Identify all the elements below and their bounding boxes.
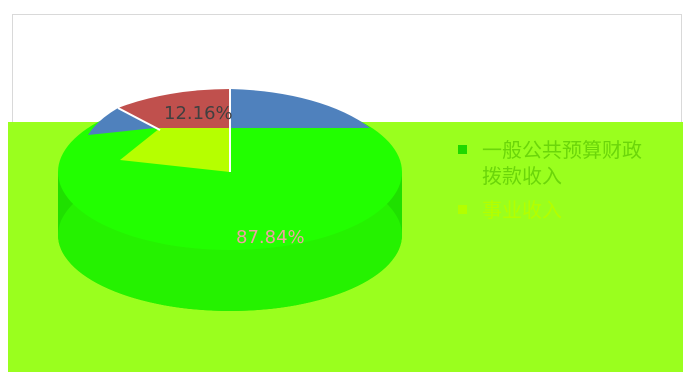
- legend-label: 一般公共预算财政 拨款收入: [482, 138, 642, 188]
- pie-slice-lime: [120, 128, 230, 172]
- pie-slice-blue: [230, 89, 370, 128]
- legend-item-fiscal: 一般公共预算财政 拨款收入: [456, 137, 676, 189]
- legend-item-business: 事业收入: [456, 197, 676, 223]
- pie-slice-blue-left: [88, 108, 155, 135]
- pie-slice-red: [118, 89, 230, 128]
- data-label-red: 12.16%: [164, 103, 233, 124]
- legend-swatch: [458, 205, 467, 214]
- data-label-main: 87.84%: [236, 227, 305, 248]
- legend-swatch: [458, 145, 467, 154]
- chart-legend: 一般公共预算财政 拨款收入 事业收入: [456, 137, 676, 231]
- legend-label: 事业收入: [482, 198, 562, 222]
- slice-divider: [117, 107, 161, 131]
